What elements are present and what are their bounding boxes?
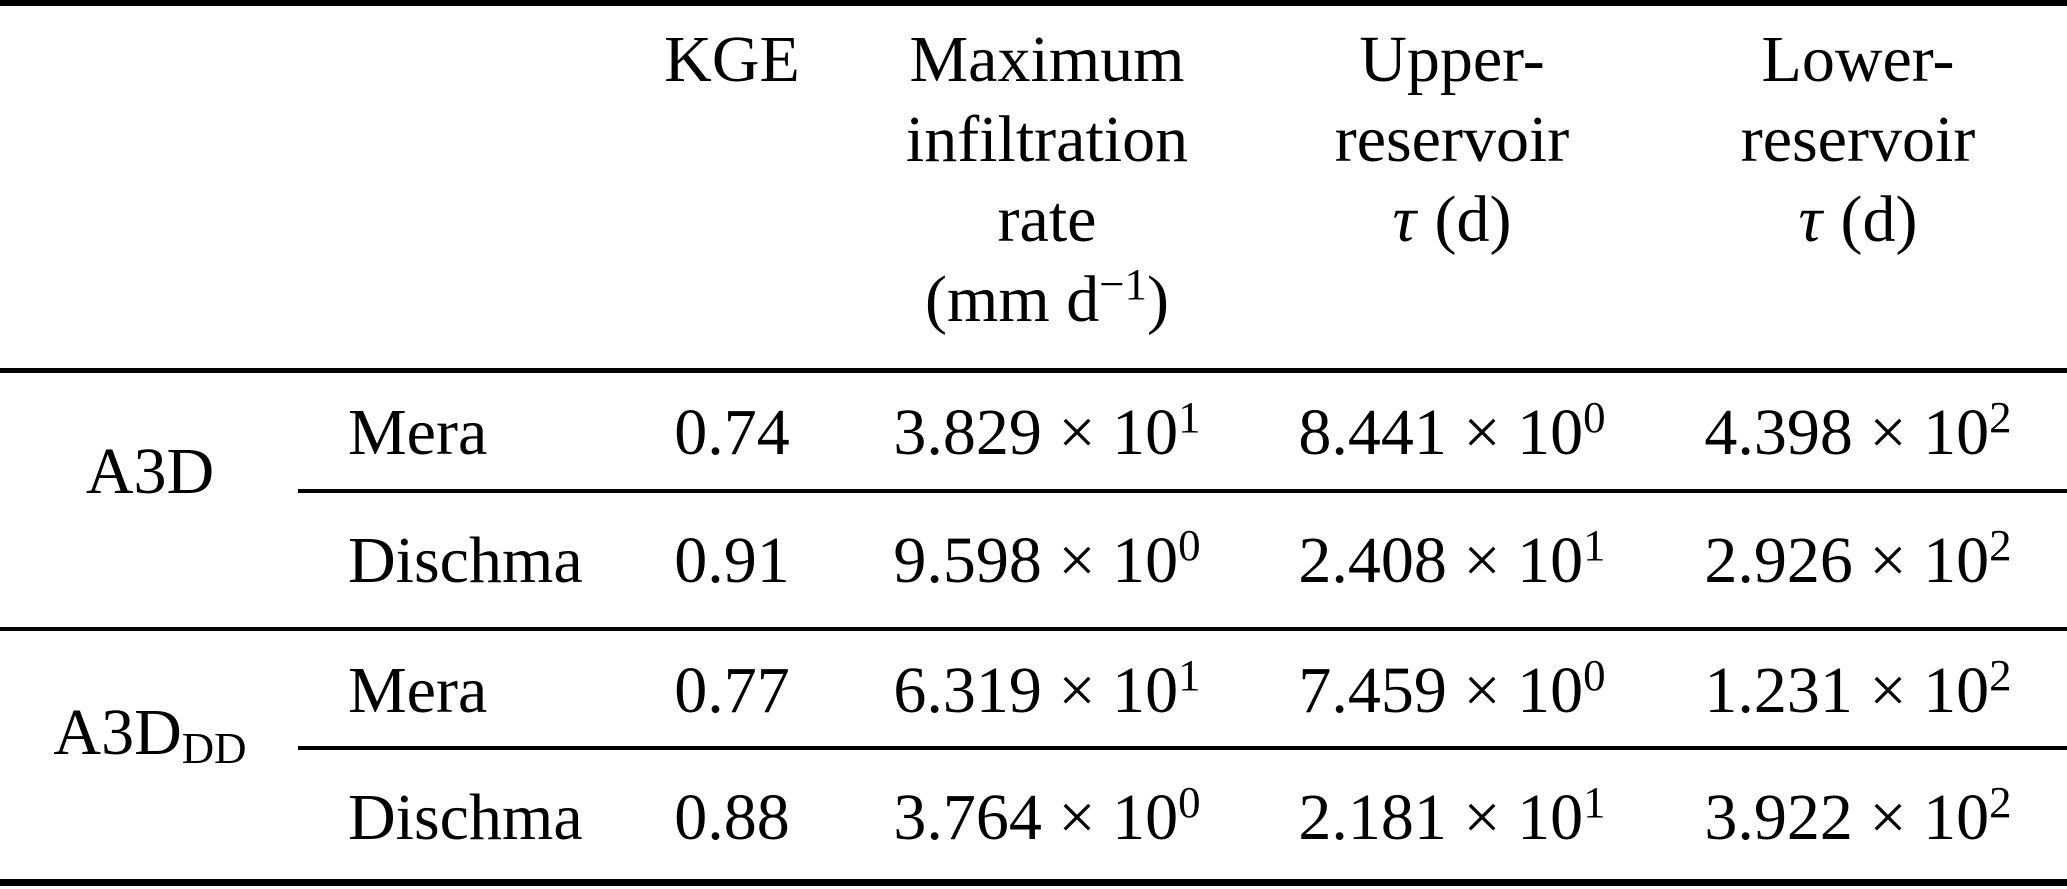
cell-a3d-mera-catchment: Mera xyxy=(348,396,488,469)
tau-symbol: τ xyxy=(1798,183,1823,256)
cell-a3ddd-dischma-lower-tau: 3.922 × 102 xyxy=(1704,777,2012,854)
exponent: 2 xyxy=(1989,520,2012,571)
row-group-label-a3d-dd: A3DDD xyxy=(53,696,247,773)
column-header-upper-reservoir: Upper- reservoir τ (d) xyxy=(1335,20,1570,260)
cell-a3d-mera-kge: 0.74 xyxy=(674,396,790,469)
cell-a3d-dischma-lower-tau: 2.926 × 102 xyxy=(1704,520,2012,597)
exponent: 1 xyxy=(1178,392,1201,443)
group2-row-divider-rule xyxy=(298,746,2067,750)
cell-a3ddd-mera-lower-tau: 1.231 × 102 xyxy=(1704,650,2012,727)
column-header-max-infiltration: Maximum infiltration rate (mm d−1) xyxy=(906,20,1188,340)
max-infiltration-header-line1: Maximum xyxy=(909,23,1185,96)
cell-a3d-dischma-kge: 0.91 xyxy=(674,524,790,597)
exponent: 1 xyxy=(1583,520,1606,571)
cell-a3ddd-dischma-catchment: Dischma xyxy=(348,781,583,854)
cell-a3d-mera-upper-tau: 8.441 × 100 xyxy=(1298,392,1606,469)
cell-a3d-dischma-upper-tau: 2.408 × 101 xyxy=(1298,520,1606,597)
row-group-label-a3d: A3D xyxy=(85,435,215,508)
column-header-lower-reservoir: Lower- reservoir τ (d) xyxy=(1741,20,1976,260)
lower-reservoir-header-line2: reservoir xyxy=(1740,103,1976,176)
tau-symbol: τ xyxy=(1392,183,1417,256)
max-infiltration-header-line3: rate xyxy=(997,183,1097,256)
cell-a3ddd-mera-max-infiltration: 6.319 × 101 xyxy=(893,650,1201,727)
group-label-subscript: DD xyxy=(181,722,247,773)
cell-a3ddd-dischma-max-infiltration: 3.764 × 100 xyxy=(893,777,1201,854)
exponent: 0 xyxy=(1178,520,1201,571)
exponent: 0 xyxy=(1178,777,1201,828)
table-top-rule xyxy=(0,0,2067,6)
exponent: 2 xyxy=(1989,777,2012,828)
group1-row-divider-rule xyxy=(298,489,2067,493)
cell-a3ddd-mera-kge: 0.77 xyxy=(674,654,790,727)
max-infiltration-header-line2: infiltration xyxy=(905,103,1189,176)
upper-reservoir-header-tau: τ (d) xyxy=(1392,183,1512,256)
unit-exponent: −1 xyxy=(1099,259,1147,310)
column-header-kge: KGE xyxy=(664,20,800,100)
cell-a3ddd-mera-upper-tau: 7.459 × 100 xyxy=(1298,650,1606,727)
exponent: 1 xyxy=(1583,777,1606,828)
cell-a3d-mera-max-infiltration: 3.829 × 101 xyxy=(893,392,1201,469)
upper-reservoir-header-line2: reservoir xyxy=(1334,103,1570,176)
exponent: 2 xyxy=(1989,650,2012,701)
cell-a3ddd-dischma-upper-tau: 2.181 × 101 xyxy=(1298,777,1606,854)
upper-reservoir-header-line1: Upper- xyxy=(1359,23,1545,96)
exponent: 2 xyxy=(1989,392,2012,443)
lower-reservoir-header-tau: τ (d) xyxy=(1798,183,1918,256)
max-infiltration-header-unit: (mm d−1) xyxy=(925,259,1169,336)
header-divider-rule xyxy=(0,368,2067,373)
cell-a3d-dischma-catchment: Dischma xyxy=(348,524,583,597)
cell-a3ddd-mera-catchment: Mera xyxy=(348,654,488,727)
exponent: 0 xyxy=(1583,650,1606,701)
cell-a3ddd-dischma-kge: 0.88 xyxy=(674,781,790,854)
cell-a3d-dischma-max-infiltration: 9.598 × 100 xyxy=(893,520,1201,597)
exponent: 1 xyxy=(1178,650,1201,701)
lower-reservoir-header-line1: Lower- xyxy=(1761,23,1955,96)
exponent: 0 xyxy=(1583,392,1606,443)
cell-a3d-mera-lower-tau: 4.398 × 102 xyxy=(1704,392,2012,469)
kge-header-label: KGE xyxy=(664,23,800,96)
table-bottom-rule xyxy=(0,879,2067,886)
group-divider-rule xyxy=(0,627,2067,631)
